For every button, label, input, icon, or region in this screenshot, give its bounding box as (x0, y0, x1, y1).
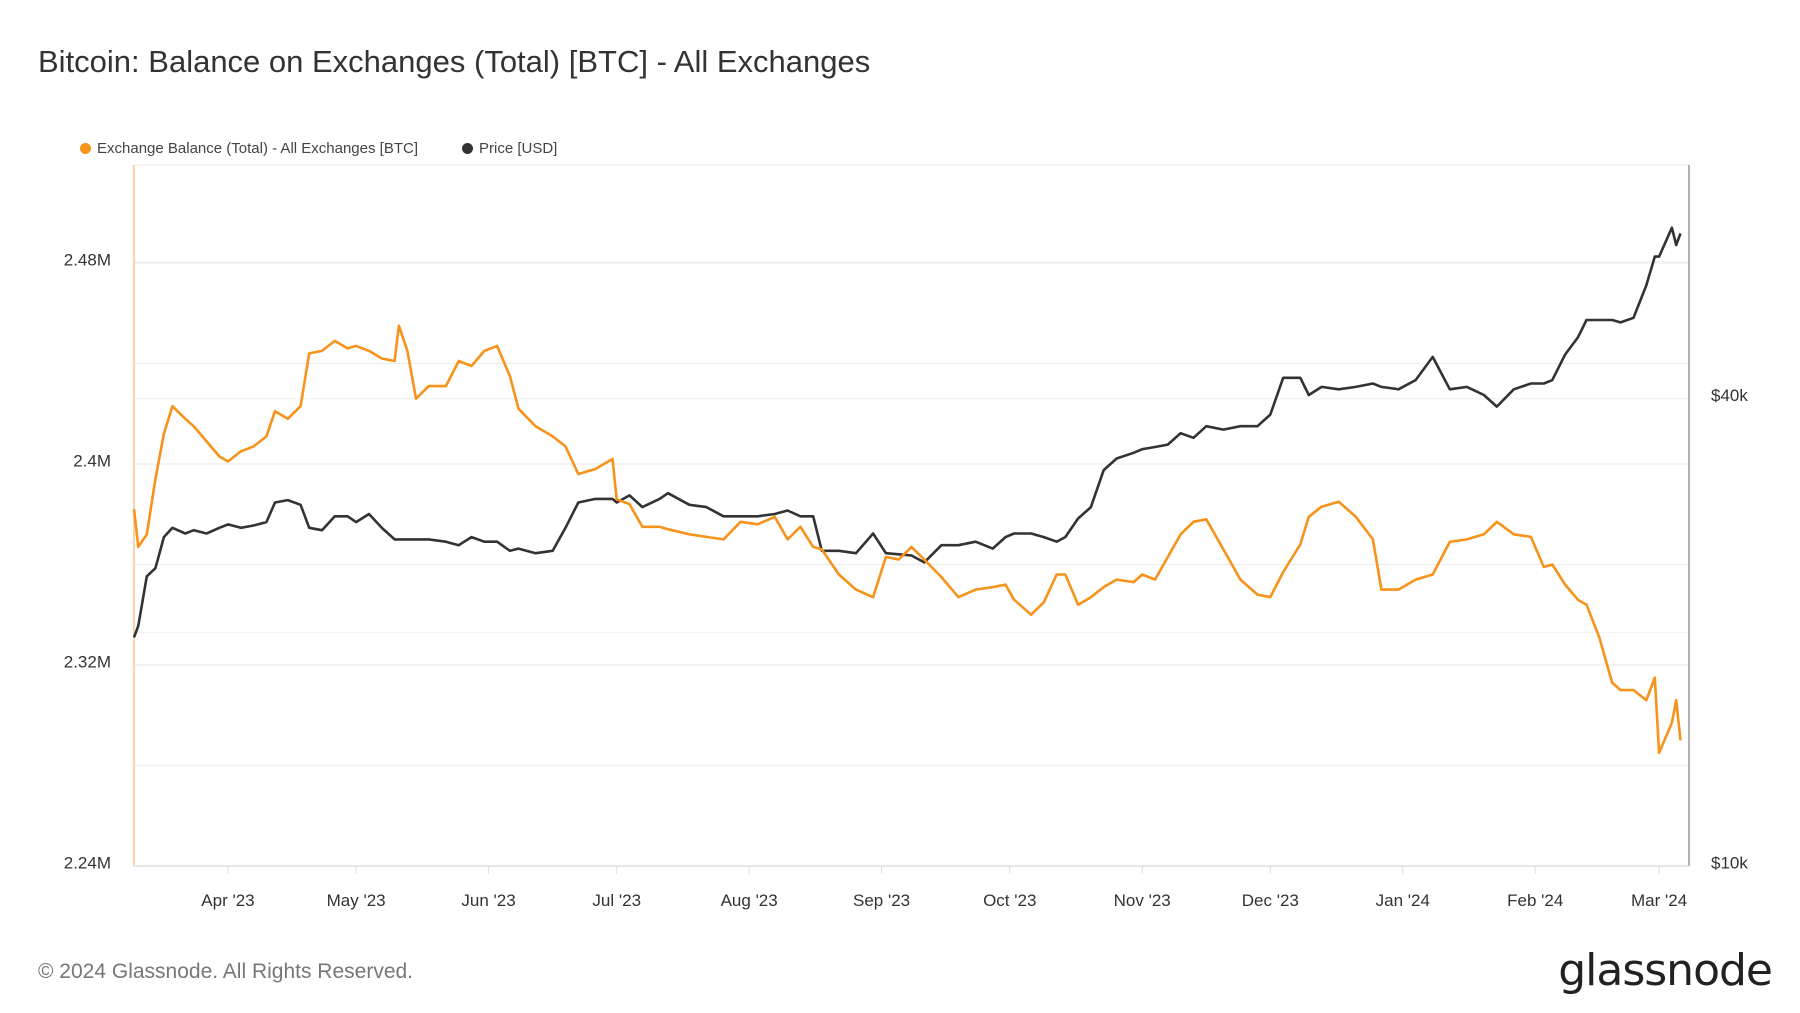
x-tick-label: Feb '24 (1507, 891, 1563, 910)
y-left-tick-label: 2.4M (73, 451, 111, 470)
exchange-balance-line (132, 324, 1682, 755)
x-tick-label: Mar '24 (1631, 891, 1687, 910)
x-tick-label: Jan '24 (1376, 891, 1430, 910)
x-tick-label: Jun '23 (461, 891, 515, 910)
y-left-tick-label: 2.24M (64, 853, 111, 872)
price-line (132, 226, 1682, 638)
x-tick-label: Jul '23 (592, 891, 641, 910)
x-tick-label: Nov '23 (1114, 891, 1171, 910)
legend-label: Exchange Balance (Total) - All Exchanges… (97, 140, 418, 157)
x-tick-label: Apr '23 (201, 891, 254, 910)
glassnode-logo: glassnode (1558, 945, 1773, 996)
x-tick-label: Sep '23 (853, 891, 910, 910)
y-left-tick-label: 2.48M (64, 250, 111, 269)
chart-title: Bitcoin: Balance on Exchanges (Total) [B… (38, 44, 871, 79)
y-left-tick-label: 2.32M (64, 652, 111, 671)
legend-item-price[interactable]: Price [USD] (462, 140, 557, 157)
y-right-tick-label: $10k (1711, 853, 1748, 872)
x-tick-label: Dec '23 (1242, 891, 1299, 910)
y-right-tick-label: $40k (1711, 386, 1748, 405)
legend-label: Price [USD] (479, 140, 558, 157)
legend-dot-icon (462, 143, 473, 154)
x-tick-label: Oct '23 (983, 891, 1036, 910)
legend-item-exchange-balance[interactable]: Exchange Balance (Total) - All Exchanges… (80, 140, 418, 157)
legend: Exchange Balance (Total) - All Exchanges… (80, 140, 557, 157)
x-tick-label: May '23 (327, 891, 386, 910)
legend-dot-icon (80, 143, 91, 154)
x-tick-label: Aug '23 (721, 891, 778, 910)
copyright: © 2024 Glassnode. All Rights Reserved. (38, 960, 414, 983)
